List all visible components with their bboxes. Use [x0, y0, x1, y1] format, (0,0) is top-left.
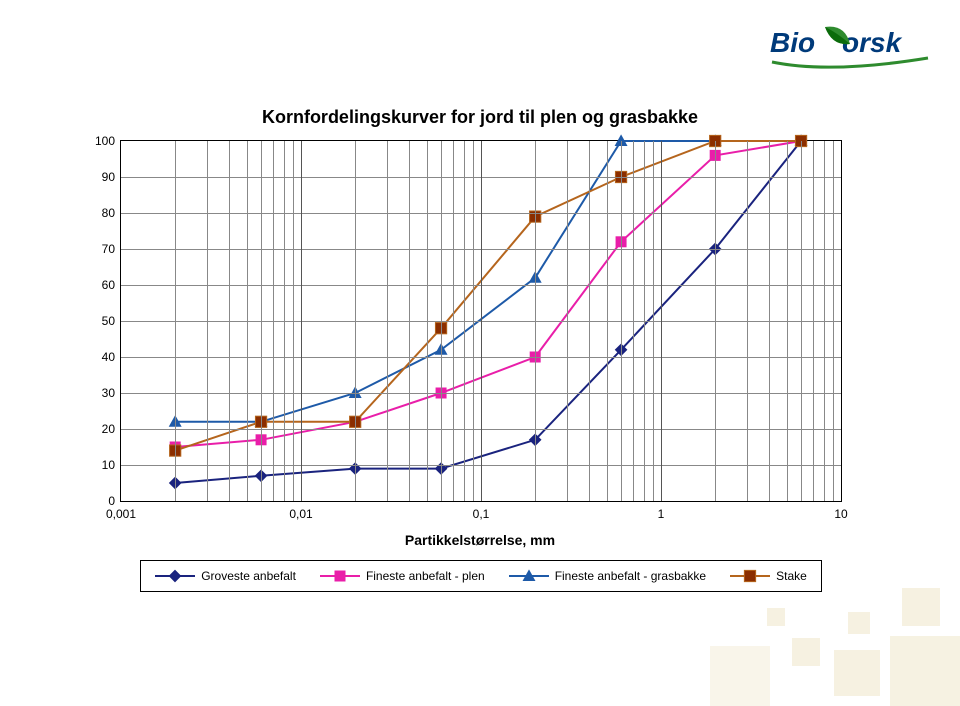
y-tick: 90: [81, 170, 115, 184]
bioforsk-logo: Bio orsk: [770, 22, 930, 72]
footer-decoration: [700, 566, 960, 706]
y-tick: 80: [81, 206, 115, 220]
legend-item-groveste: Groveste anbefalt: [155, 568, 296, 584]
x-tick: 10: [834, 507, 847, 521]
legend-item-fineste_plen: Fineste anbefalt - plen: [320, 568, 485, 584]
svg-text:Bio: Bio: [770, 27, 815, 58]
x-tick: 0,01: [289, 507, 312, 521]
legend-item-fineste_gras: Fineste anbefalt - grasbakke: [509, 568, 706, 584]
chart-title: Kornfordelingskurver for jord til plen o…: [120, 107, 840, 128]
y-tick: 60: [81, 278, 115, 292]
series-fineste_plen: [175, 141, 801, 447]
y-tick: 20: [81, 422, 115, 436]
y-tick: 10: [81, 458, 115, 472]
y-axis-label: Vekt %: [64, 0, 84, 140]
x-tick: 0,001: [106, 507, 136, 521]
y-tick: 0: [81, 494, 115, 508]
y-tick: 30: [81, 386, 115, 400]
y-tick: 50: [81, 314, 115, 328]
y-tick: 40: [81, 350, 115, 364]
series-groveste: [175, 141, 801, 483]
series-fineste_gras: [175, 141, 801, 422]
series-stake: [175, 141, 801, 451]
svg-text:orsk: orsk: [842, 27, 903, 58]
legend-label: Groveste anbefalt: [201, 569, 296, 583]
legend-label: Fineste anbefalt - grasbakke: [555, 569, 706, 583]
chart: Kornfordelingskurver for jord til plen o…: [120, 140, 840, 500]
plot-area: 01020304050607080901000,0010,010,1110: [120, 140, 842, 502]
x-tick: 1: [658, 507, 665, 521]
x-tick: 0,1: [473, 507, 490, 521]
x-axis-label: Partikkelstørrelse, mm: [120, 532, 840, 548]
y-tick: 100: [81, 134, 115, 148]
legend-label: Fineste anbefalt - plen: [366, 569, 485, 583]
y-tick: 70: [81, 242, 115, 256]
